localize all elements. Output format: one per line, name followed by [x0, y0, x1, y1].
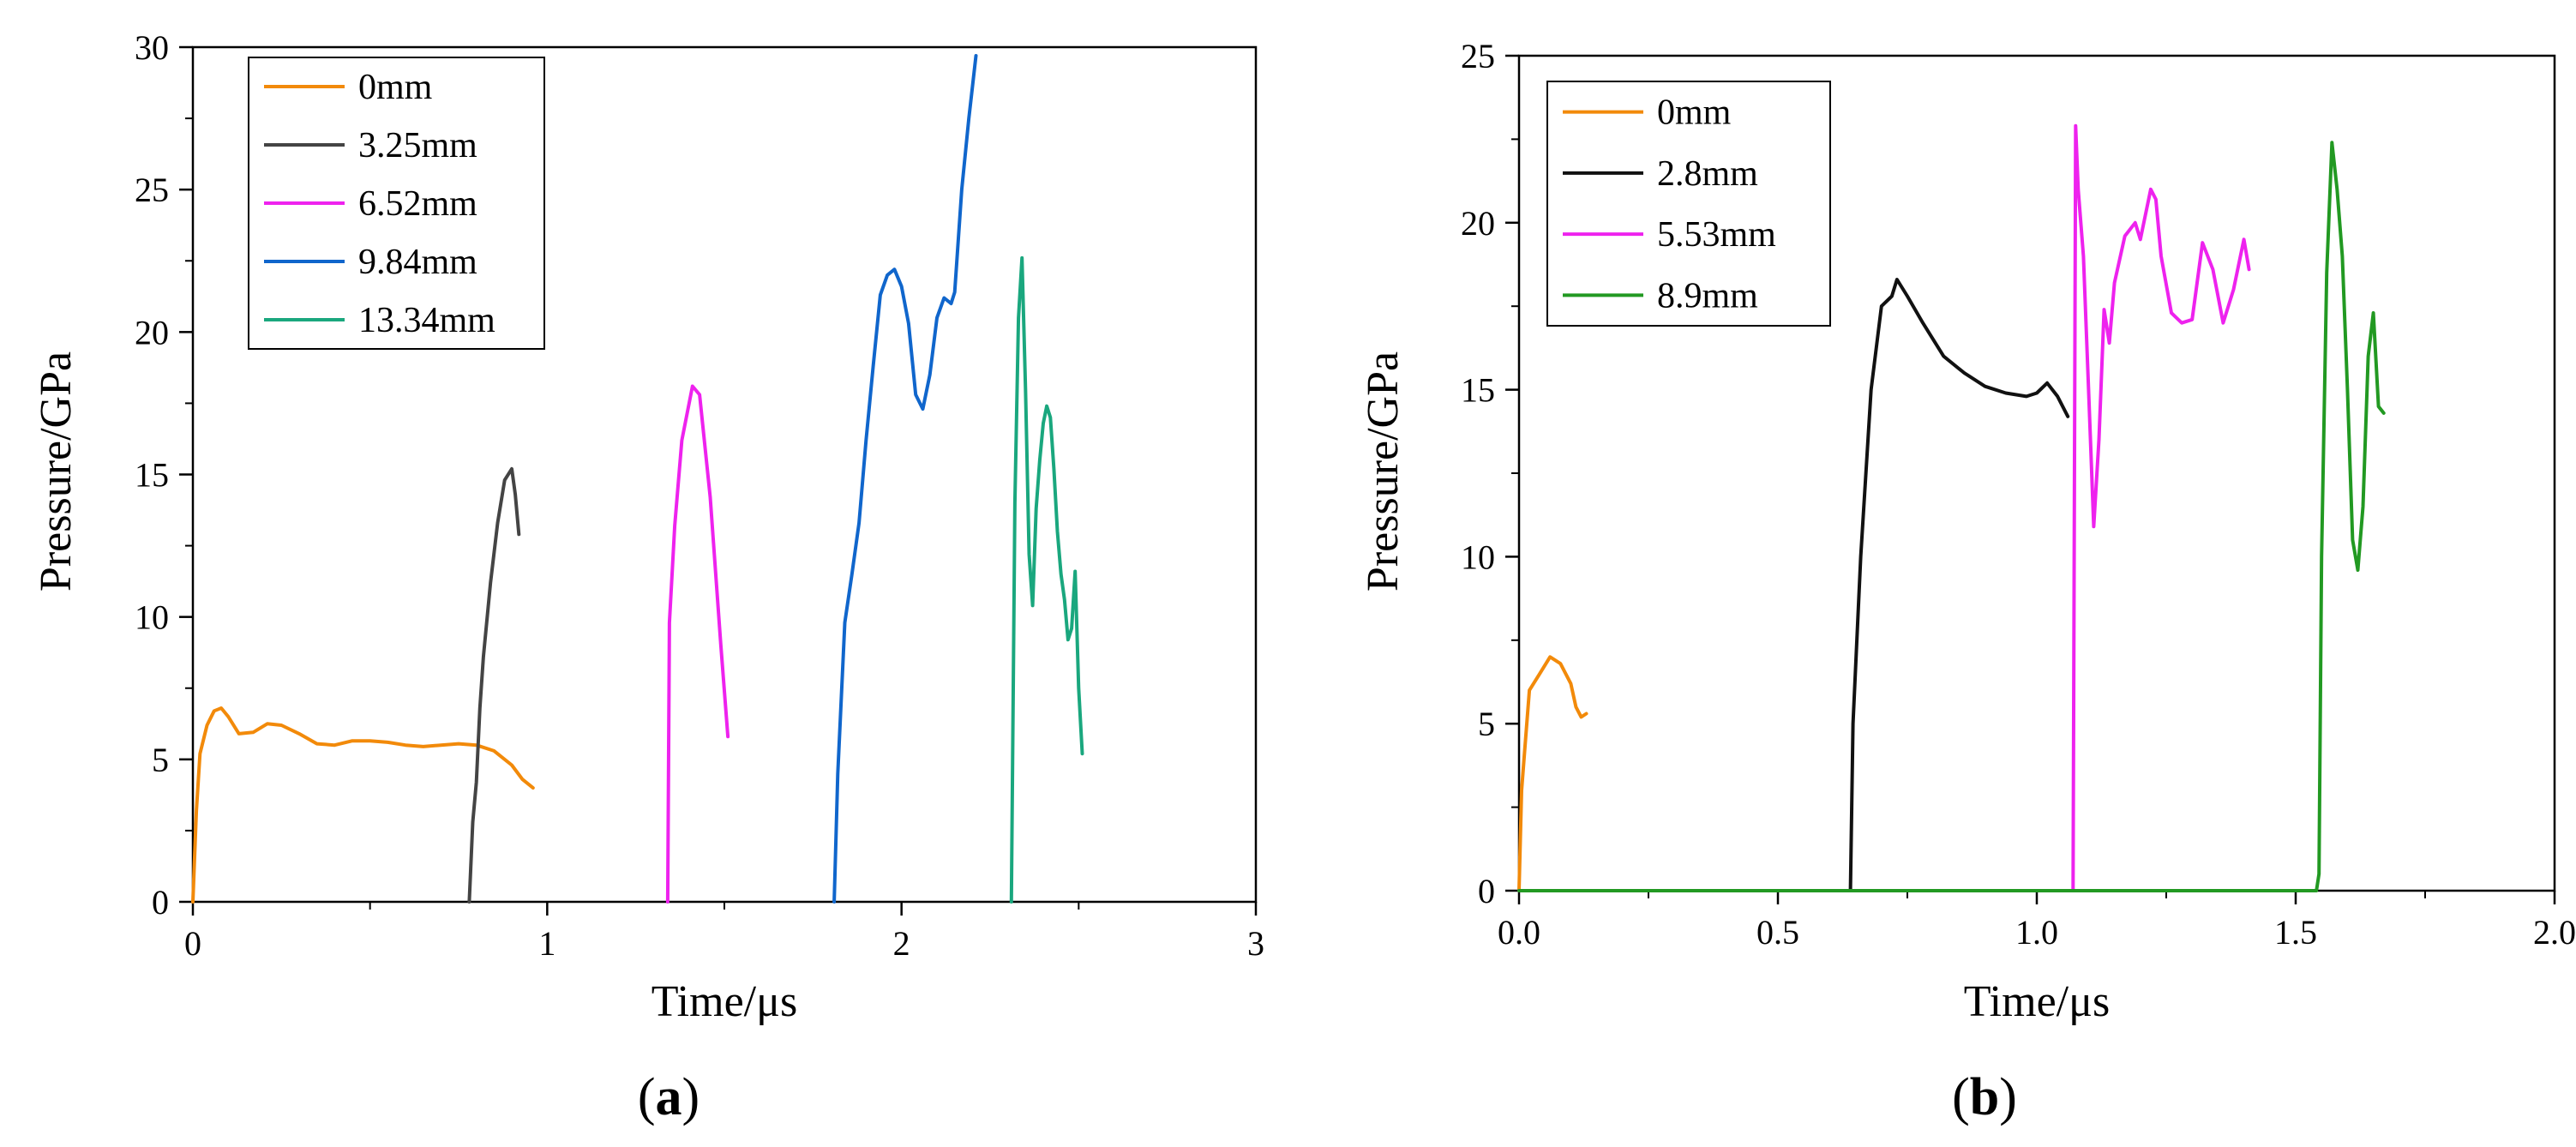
panel-b: 0.0 0.5 1.0 1.5 2.0 0 5 10 15 20 25 Time/μs Pressure… — [1359, 37, 2576, 1126]
panel-a-y-tick-label: 25 — [135, 171, 169, 209]
panel-a-x-axis-title: Time/μs — [652, 977, 797, 1026]
panel-b-x-tick-label: 0.5 — [1756, 913, 1799, 952]
panel-b-series-line-1 — [1848, 278, 2070, 892]
panel-a-legend-label: 13.34mm — [358, 301, 495, 340]
panel-b-x-tick-label: 1.0 — [2015, 913, 2058, 952]
panel-a-legend: 0mm 3.25mm 6.52mm 9.84mm 13.34mm — [248, 57, 545, 350]
panel-a-y-axis-title: Pressure/GPa — [32, 351, 81, 592]
panel-b-y-tick-label: 5 — [1478, 705, 1495, 743]
panel-b-y-tick-label: 20 — [1461, 204, 1495, 243]
panel-b-y-axis-title: Pressure/GPa — [1359, 351, 1408, 592]
panel-a-legend-label: 6.52mm — [358, 184, 477, 224]
panel-b-legend-label: 2.8mm — [1657, 154, 1758, 194]
panel-b-series-line-2 — [1517, 123, 2251, 892]
panel-a-x-tick-label: 2 — [893, 924, 910, 963]
panel-b-series-line-3 — [1517, 141, 2386, 892]
panel-a-x-tick-label: 3 — [1247, 924, 1264, 963]
panel-a-y-tick-label: 10 — [135, 598, 169, 637]
panel-a-label: (a) — [638, 1068, 700, 1126]
panel-a-series-line-4 — [1009, 255, 1084, 904]
panel-a-legend-label: 0mm — [358, 68, 433, 107]
panel-a-legend-label: 9.84mm — [358, 243, 477, 282]
panel-b-legend-box — [1546, 81, 1831, 327]
panel-a-y-tick-label: 5 — [152, 741, 169, 779]
panel-a-series-line-3 — [832, 54, 978, 904]
panel-a-series-line-1 — [467, 466, 521, 904]
panel-b-legend-label: 8.9mm — [1657, 276, 1758, 315]
panel-a-series-line-2 — [665, 384, 730, 904]
panel-b-y-tick-label: 25 — [1461, 37, 1495, 75]
panel-a-y-tick-label: 30 — [135, 28, 169, 67]
panel-b-y-tick-label: 15 — [1461, 371, 1495, 410]
panel-b-series-line-0 — [1517, 655, 1588, 892]
panel-a-x-tick-label: 1 — [538, 924, 555, 963]
panel-b-y-tick-label: 0 — [1478, 872, 1495, 910]
panel-b-label: (b) — [1952, 1068, 2017, 1126]
panel-a-legend-label: 3.25mm — [358, 126, 477, 165]
panel-a-y-tick-label: 0 — [152, 883, 169, 922]
panel-b-legend-label: 5.53mm — [1657, 215, 1776, 255]
panel-a-x-tick-label: 0 — [184, 924, 201, 963]
panel-a: 0 1 2 3051015202530Time/μsPressure/GPa0mm3.… — [32, 28, 1264, 1126]
panel-b-y-tick-label: 10 — [1461, 537, 1495, 576]
panel-b-x-tick-label: 1.5 — [2274, 913, 2317, 952]
panel-b-legend: 0mm 2.8mm 5.53mm 8.9mm — [1546, 81, 1831, 327]
panel-b-legend-label: 0mm — [1657, 93, 1732, 133]
panel-a-y-tick-label: 20 — [135, 313, 169, 351]
panel-a-y-tick-label: 15 — [135, 456, 169, 495]
panel-b-x-axis-title: Time/μs — [1964, 977, 2110, 1026]
panel-b-x-tick-label: 2.0 — [2533, 913, 2576, 952]
panel-a-series-line-0 — [191, 706, 535, 904]
panel-b-x-tick-label: 0.0 — [1498, 913, 1540, 952]
